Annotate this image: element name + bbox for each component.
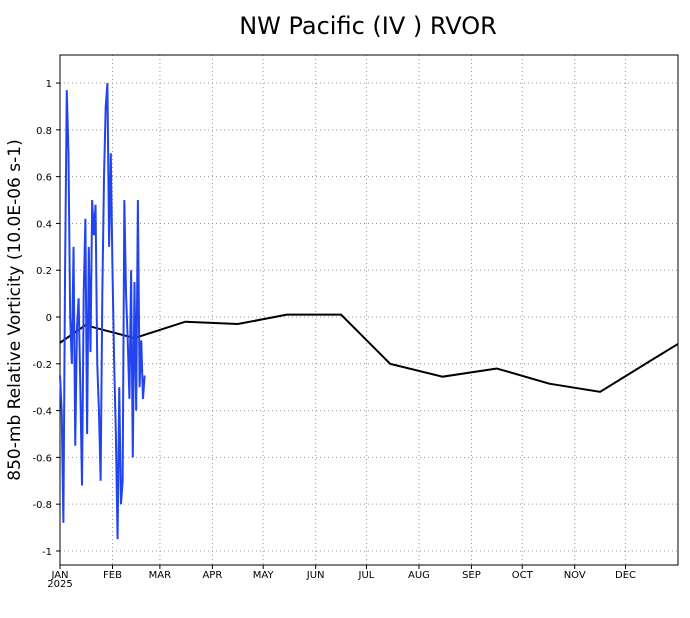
y-tick-label: 0.6 [36,173,52,184]
x-tick-label: JUL [358,570,375,581]
y-tick-label: 0.2 [36,266,52,277]
y-axis-label: 850-mb Relative Vorticity (10.0E-06 s-1) [5,139,25,480]
x-tick-label: OCT [512,570,534,581]
chart-title: NW Pacific (IV ) RVOR [239,12,497,40]
x-tick-label: MAR [149,570,171,581]
y-tick-label: 1 [46,79,52,90]
x-tick-label: APR [202,570,222,581]
x-tick-label: MAY [253,570,275,581]
x-tick-label: FEB [103,570,122,581]
year-label: 2025 [47,579,72,590]
series-line [59,83,146,540]
y-tick-label: -0.8 [32,500,52,511]
y-tick-label: -0.6 [32,453,52,464]
x-tick-label: DEC [615,570,636,581]
x-tick-label: JUN [306,570,325,581]
series-line [59,313,679,393]
plot-frame [59,54,679,566]
x-tick-label: SEP [462,570,481,581]
y-tick-label: -0.2 [32,360,52,371]
x-tick-label: AUG [408,570,430,581]
y-tick-label: 0.4 [36,219,52,230]
y-tick-label: 0 [46,313,52,324]
y-tick-label: -1 [42,547,52,558]
x-tick-label: NOV [564,570,586,581]
y-tick-label: 0.8 [36,126,52,137]
y-tick-label: -0.4 [32,407,52,418]
x-tick-label: JAN [50,570,68,581]
